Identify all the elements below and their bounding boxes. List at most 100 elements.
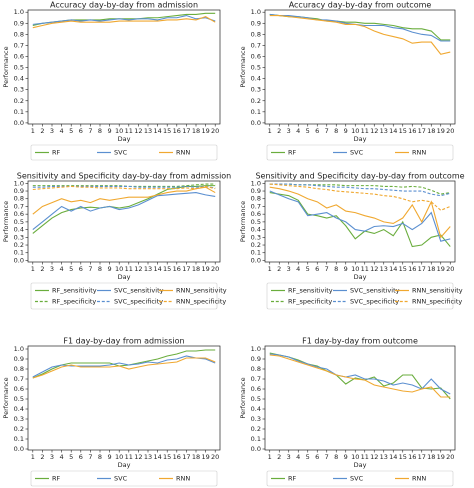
- x-tick-label: 17: [418, 127, 426, 135]
- legend-label: RNN: [176, 149, 190, 157]
- x-tick-label: 19: [437, 265, 445, 273]
- legend-label: RF_specificity: [288, 298, 332, 306]
- y-tick-label: 0.1: [14, 249, 24, 257]
- y-tick-label: 1.0: [251, 8, 261, 16]
- x-tick-label: 18: [427, 265, 435, 273]
- x-tick-label: 7: [88, 453, 92, 461]
- x-tick-label: 10: [351, 453, 359, 461]
- plot-frame: [27, 345, 221, 451]
- y-tick-label: 0.9: [251, 187, 261, 195]
- x-tick-label: 8: [98, 453, 102, 461]
- x-axis-label: Day: [118, 135, 131, 143]
- y-tick-label: 0.8: [251, 365, 261, 373]
- x-tick-label: 5: [306, 453, 310, 461]
- series-line: [269, 190, 451, 242]
- x-tick-label: 14: [153, 265, 161, 273]
- y-tick-label: 0.5: [14, 218, 24, 226]
- subplot: Sensitivity and Specificity day-by-day f…: [2, 172, 231, 310]
- y-tick-label: 0.7: [251, 202, 261, 210]
- x-tick-label: 18: [192, 127, 200, 135]
- y-tick-label: 0.5: [251, 64, 261, 72]
- legend-label: RF_sensitivity: [52, 287, 97, 295]
- subplot: F1 day-by-day from outcome 0.0 0.1 0.2 0.3 0.…: [239, 337, 456, 487]
- x-tick-label: 7: [325, 265, 329, 273]
- x-tick-label: 18: [427, 453, 435, 461]
- x-tick-label: 3: [50, 127, 54, 135]
- x-tick-label: 13: [144, 265, 152, 273]
- x-tick-label: 10: [351, 265, 359, 273]
- y-tick-label: 0.1: [251, 249, 261, 257]
- y-tick-label: 0.5: [14, 395, 24, 403]
- x-tick-label: 7: [88, 265, 92, 273]
- legend-label: RNN: [412, 475, 426, 483]
- x-tick-label: 17: [182, 127, 190, 135]
- y-tick-label: 0.3: [14, 415, 24, 423]
- x-tick-label: 9: [344, 453, 348, 461]
- x-tick-label: 6: [79, 265, 83, 273]
- x-tick-label: 12: [370, 453, 378, 461]
- legend-box: [266, 144, 454, 161]
- x-tick-label: 20: [211, 127, 219, 135]
- y-tick-label: 0.0: [14, 445, 24, 453]
- x-tick-label: 19: [201, 127, 209, 135]
- series-line: [32, 14, 216, 25]
- series-line: [269, 183, 451, 197]
- x-tick-label: 5: [69, 265, 73, 273]
- x-tick-label: 12: [134, 127, 142, 135]
- y-tick-label: 1.0: [14, 8, 24, 16]
- x-tick-label: 14: [153, 453, 161, 461]
- y-tick-label: 0.6: [14, 52, 24, 60]
- chart-title: F1 day-by-day from outcome: [302, 337, 418, 346]
- legend-label: RF: [288, 475, 297, 483]
- legend-label: RNN_specificity: [176, 298, 226, 306]
- x-tick-label: 13: [144, 453, 152, 461]
- y-tick-label: 0.2: [14, 241, 24, 249]
- chart-title: Sensitivity and Specificity day-by-day f…: [255, 172, 464, 181]
- y-tick-label: 0.2: [14, 97, 24, 105]
- y-tick-label: 0.3: [251, 415, 261, 423]
- y-tick-label: 1.0: [14, 345, 24, 353]
- legend-label: RNN_sensitivity: [412, 287, 463, 295]
- plot-frame: [264, 9, 456, 125]
- legend-box: [266, 470, 454, 487]
- y-tick-label: 0.2: [251, 241, 261, 249]
- x-tick-label: 2: [277, 453, 281, 461]
- legend-label: RNN_specificity: [412, 298, 462, 306]
- y-tick-label: 0.4: [251, 405, 261, 413]
- y-tick-label: 0.1: [251, 108, 261, 116]
- x-tick-label: 16: [408, 265, 416, 273]
- x-tick-label: 5: [69, 453, 73, 461]
- y-tick-label: 0.4: [14, 226, 24, 234]
- y-tick-label: 0.6: [14, 210, 24, 218]
- y-tick-label: 0.6: [251, 385, 261, 393]
- x-tick-label: 7: [325, 127, 329, 135]
- y-tick-label: 0.4: [251, 226, 261, 234]
- x-tick-label: 4: [60, 127, 64, 135]
- plot-frame: [264, 345, 456, 451]
- x-tick-label: 11: [125, 127, 133, 135]
- x-tick-label: 9: [108, 453, 112, 461]
- series-line: [32, 185, 216, 234]
- legend-label: SVC: [350, 149, 364, 157]
- legend-label: RF_specificity: [52, 298, 96, 306]
- y-tick-label: 0.9: [251, 355, 261, 363]
- x-tick-label: 8: [334, 127, 338, 135]
- series-line: [269, 183, 451, 211]
- legend-label: SVC_sensitivity: [350, 287, 400, 295]
- x-axis-label: Day: [118, 461, 131, 469]
- y-tick-label: 0.7: [251, 41, 261, 49]
- x-tick-label: 3: [287, 127, 291, 135]
- series-line: [269, 13, 451, 41]
- x-tick-label: 8: [98, 127, 102, 135]
- x-tick-label: 17: [418, 453, 426, 461]
- legend-label: RF: [52, 475, 61, 483]
- x-axis-label: Day: [118, 273, 131, 281]
- y-axis-label: Performance: [239, 46, 247, 87]
- x-tick-label: 4: [296, 127, 300, 135]
- x-tick-label: 16: [408, 453, 416, 461]
- x-tick-label: 1: [31, 265, 35, 273]
- y-tick-label: 0.9: [14, 187, 24, 195]
- x-tick-label: 12: [370, 265, 378, 273]
- x-tick-label: 2: [277, 265, 281, 273]
- x-axis-label: Day: [354, 135, 367, 143]
